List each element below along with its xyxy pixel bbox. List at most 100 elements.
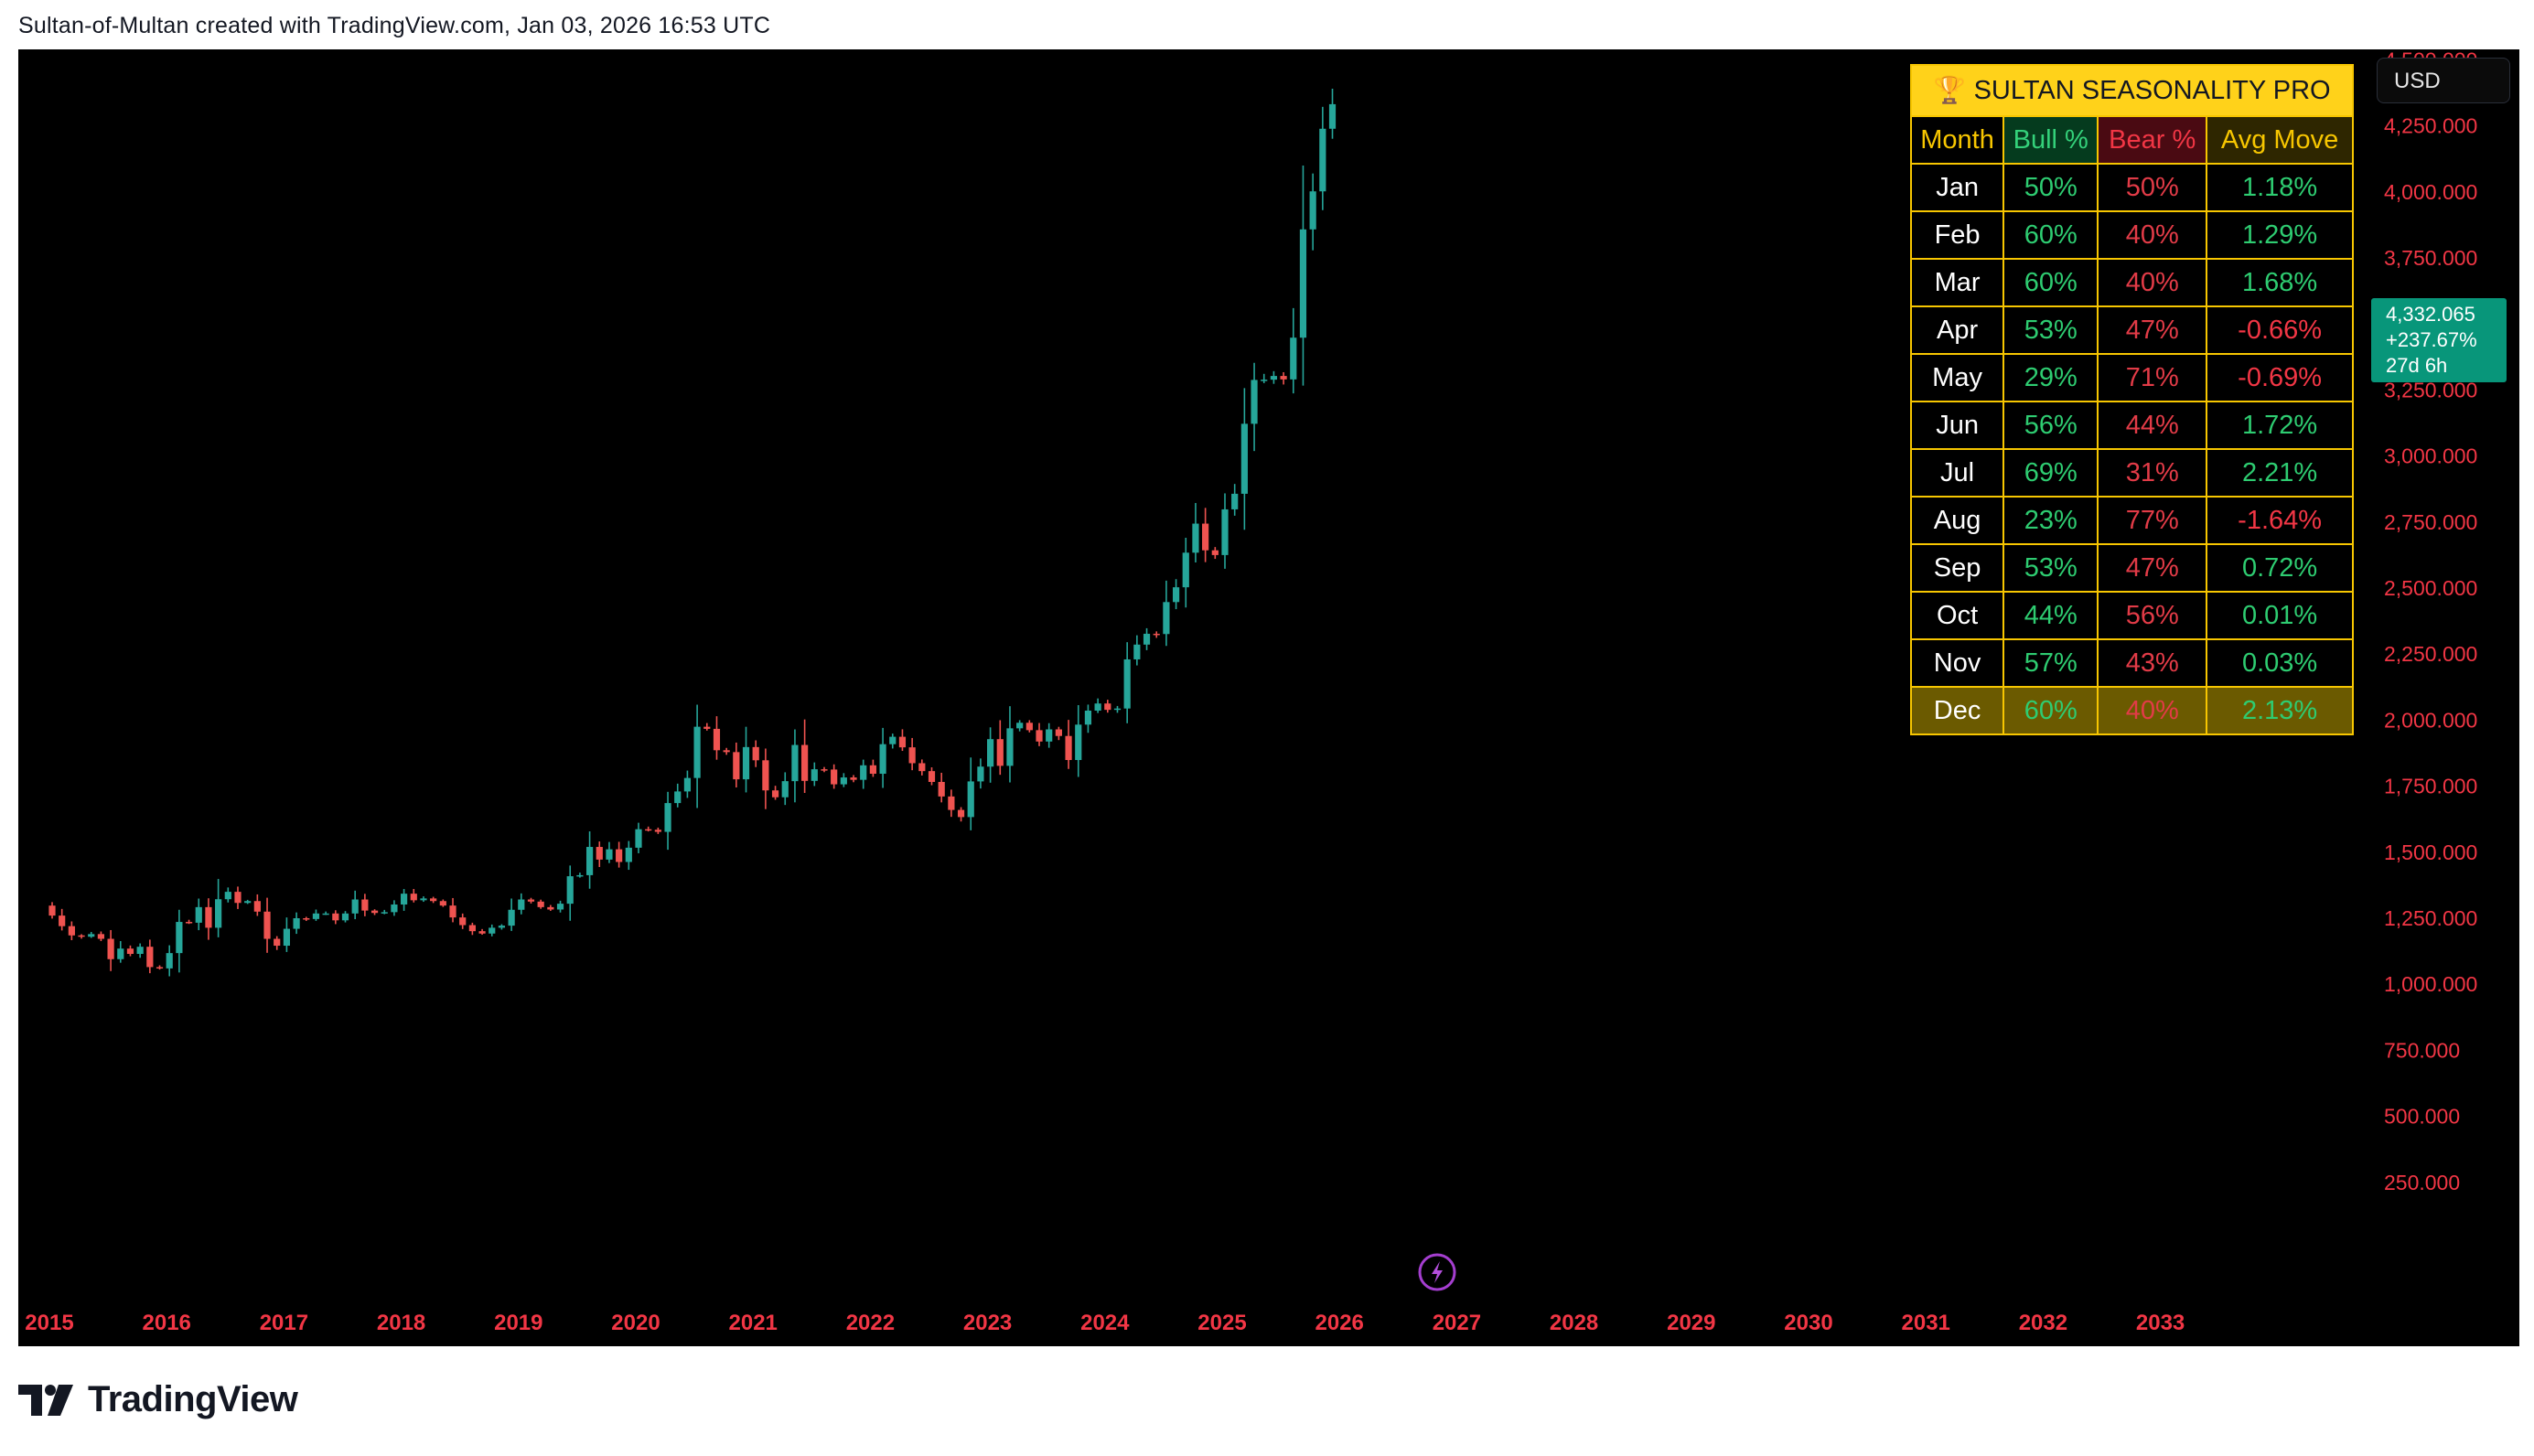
candle-body[interactable] bbox=[752, 746, 759, 761]
candle-body[interactable] bbox=[1123, 658, 1131, 709]
candle-body[interactable] bbox=[938, 781, 945, 797]
candle-body[interactable] bbox=[293, 918, 300, 929]
candle-body[interactable] bbox=[234, 892, 242, 904]
candle-body[interactable] bbox=[616, 849, 623, 862]
candle-body[interactable] bbox=[410, 894, 417, 901]
candle-body[interactable] bbox=[547, 906, 554, 910]
candle-body[interactable] bbox=[391, 904, 398, 913]
candle-body[interactable] bbox=[332, 913, 339, 921]
candle-body[interactable] bbox=[430, 898, 437, 902]
candle-body[interactable] bbox=[566, 876, 574, 905]
candle-body[interactable] bbox=[811, 769, 818, 781]
candle-body[interactable] bbox=[576, 874, 584, 877]
candle-body[interactable] bbox=[420, 898, 427, 901]
candle-body[interactable] bbox=[283, 928, 290, 947]
candle-body[interactable] bbox=[1221, 509, 1229, 555]
candle-body[interactable] bbox=[370, 910, 379, 914]
candle-body[interactable] bbox=[762, 760, 769, 791]
candle-body[interactable] bbox=[977, 766, 984, 782]
candle-body[interactable] bbox=[713, 728, 721, 751]
candle-body[interactable] bbox=[527, 899, 535, 902]
candle-body[interactable] bbox=[312, 913, 320, 919]
candle-body[interactable] bbox=[215, 899, 222, 928]
candle-body[interactable] bbox=[625, 847, 632, 862]
candle-body[interactable] bbox=[361, 899, 369, 911]
candle-body[interactable] bbox=[654, 830, 661, 832]
candle-body[interactable] bbox=[1016, 723, 1024, 729]
candle-body[interactable] bbox=[1143, 633, 1151, 645]
candle-body[interactable] bbox=[908, 747, 916, 764]
candle-body[interactable] bbox=[1251, 380, 1258, 424]
candle-body[interactable] bbox=[723, 750, 730, 753]
candle-body[interactable] bbox=[1113, 708, 1122, 711]
candle-body[interactable] bbox=[1211, 550, 1219, 555]
candle-body[interactable] bbox=[801, 744, 809, 781]
candle-body[interactable] bbox=[88, 934, 95, 937]
candle-body[interactable] bbox=[1299, 229, 1307, 338]
candle-body[interactable] bbox=[869, 765, 876, 775]
candle-body[interactable] bbox=[889, 736, 897, 744]
candle-body[interactable] bbox=[136, 947, 144, 954]
candle-body[interactable] bbox=[518, 899, 525, 910]
candle-body[interactable] bbox=[1163, 602, 1170, 635]
candle-body[interactable] bbox=[987, 739, 994, 767]
candle-body[interactable] bbox=[703, 726, 711, 729]
candle-body[interactable] bbox=[664, 803, 671, 832]
candle-body[interactable] bbox=[791, 744, 799, 782]
candle-body[interactable] bbox=[244, 901, 252, 904]
candle-body[interactable] bbox=[156, 967, 164, 969]
candle-body[interactable] bbox=[508, 909, 515, 926]
candle-body[interactable] bbox=[821, 769, 828, 771]
candle-body[interactable] bbox=[1319, 128, 1326, 192]
candle-body[interactable] bbox=[1036, 730, 1043, 742]
candle-body[interactable] bbox=[107, 938, 114, 959]
candle-body[interactable] bbox=[1025, 723, 1033, 731]
candle-body[interactable] bbox=[224, 892, 231, 900]
candle-body[interactable] bbox=[381, 912, 388, 914]
candle-body[interactable] bbox=[1133, 644, 1141, 659]
candle-body[interactable] bbox=[1309, 191, 1316, 230]
candle-body[interactable] bbox=[1261, 380, 1268, 381]
candle-body[interactable] bbox=[478, 931, 486, 934]
candle-body[interactable] bbox=[1153, 633, 1160, 636]
candle-body[interactable] bbox=[146, 947, 154, 968]
candle-body[interactable] bbox=[645, 829, 652, 831]
lightning-icon[interactable] bbox=[1418, 1253, 1456, 1291]
candle-body[interactable] bbox=[449, 905, 456, 918]
candle-body[interactable] bbox=[303, 918, 310, 920]
candle-body[interactable] bbox=[1240, 423, 1248, 494]
candle-body[interactable] bbox=[176, 922, 183, 954]
candle-body[interactable] bbox=[1046, 729, 1053, 742]
candle-body[interactable] bbox=[1006, 728, 1014, 766]
candle-body[interactable] bbox=[1328, 103, 1337, 129]
candle-body[interactable] bbox=[1094, 703, 1101, 712]
candle-body[interactable] bbox=[117, 948, 124, 959]
candle-body[interactable] bbox=[957, 809, 965, 818]
candle-body[interactable] bbox=[1104, 703, 1111, 711]
candle-body[interactable] bbox=[341, 913, 349, 921]
candle-body[interactable] bbox=[274, 938, 281, 947]
candle-body[interactable] bbox=[948, 796, 955, 810]
candle-body[interactable] bbox=[263, 911, 271, 939]
candle-body[interactable] bbox=[78, 935, 85, 937]
candle-body[interactable] bbox=[1290, 337, 1297, 380]
candle-body[interactable] bbox=[253, 901, 261, 912]
candle-body[interactable] bbox=[596, 847, 603, 860]
candle-body[interactable] bbox=[781, 781, 789, 798]
candle-body[interactable] bbox=[489, 927, 496, 934]
candle-body[interactable] bbox=[693, 726, 701, 778]
currency-button[interactable]: USD bbox=[2377, 58, 2510, 103]
candle-body[interactable] bbox=[205, 906, 212, 928]
candle-body[interactable] bbox=[468, 925, 476, 932]
candle-body[interactable] bbox=[606, 849, 613, 860]
candle-body[interactable] bbox=[439, 901, 446, 906]
candle-body[interactable] bbox=[401, 894, 408, 905]
candle-body[interactable] bbox=[1231, 493, 1239, 509]
candle-body[interactable] bbox=[967, 781, 974, 818]
candle-body[interactable] bbox=[898, 736, 907, 748]
candle-body[interactable] bbox=[733, 752, 740, 780]
candle-body[interactable] bbox=[683, 777, 692, 792]
candle-body[interactable] bbox=[126, 948, 134, 954]
tradingview-logo[interactable]: TradingView bbox=[18, 1379, 298, 1420]
candle-body[interactable] bbox=[322, 913, 329, 915]
